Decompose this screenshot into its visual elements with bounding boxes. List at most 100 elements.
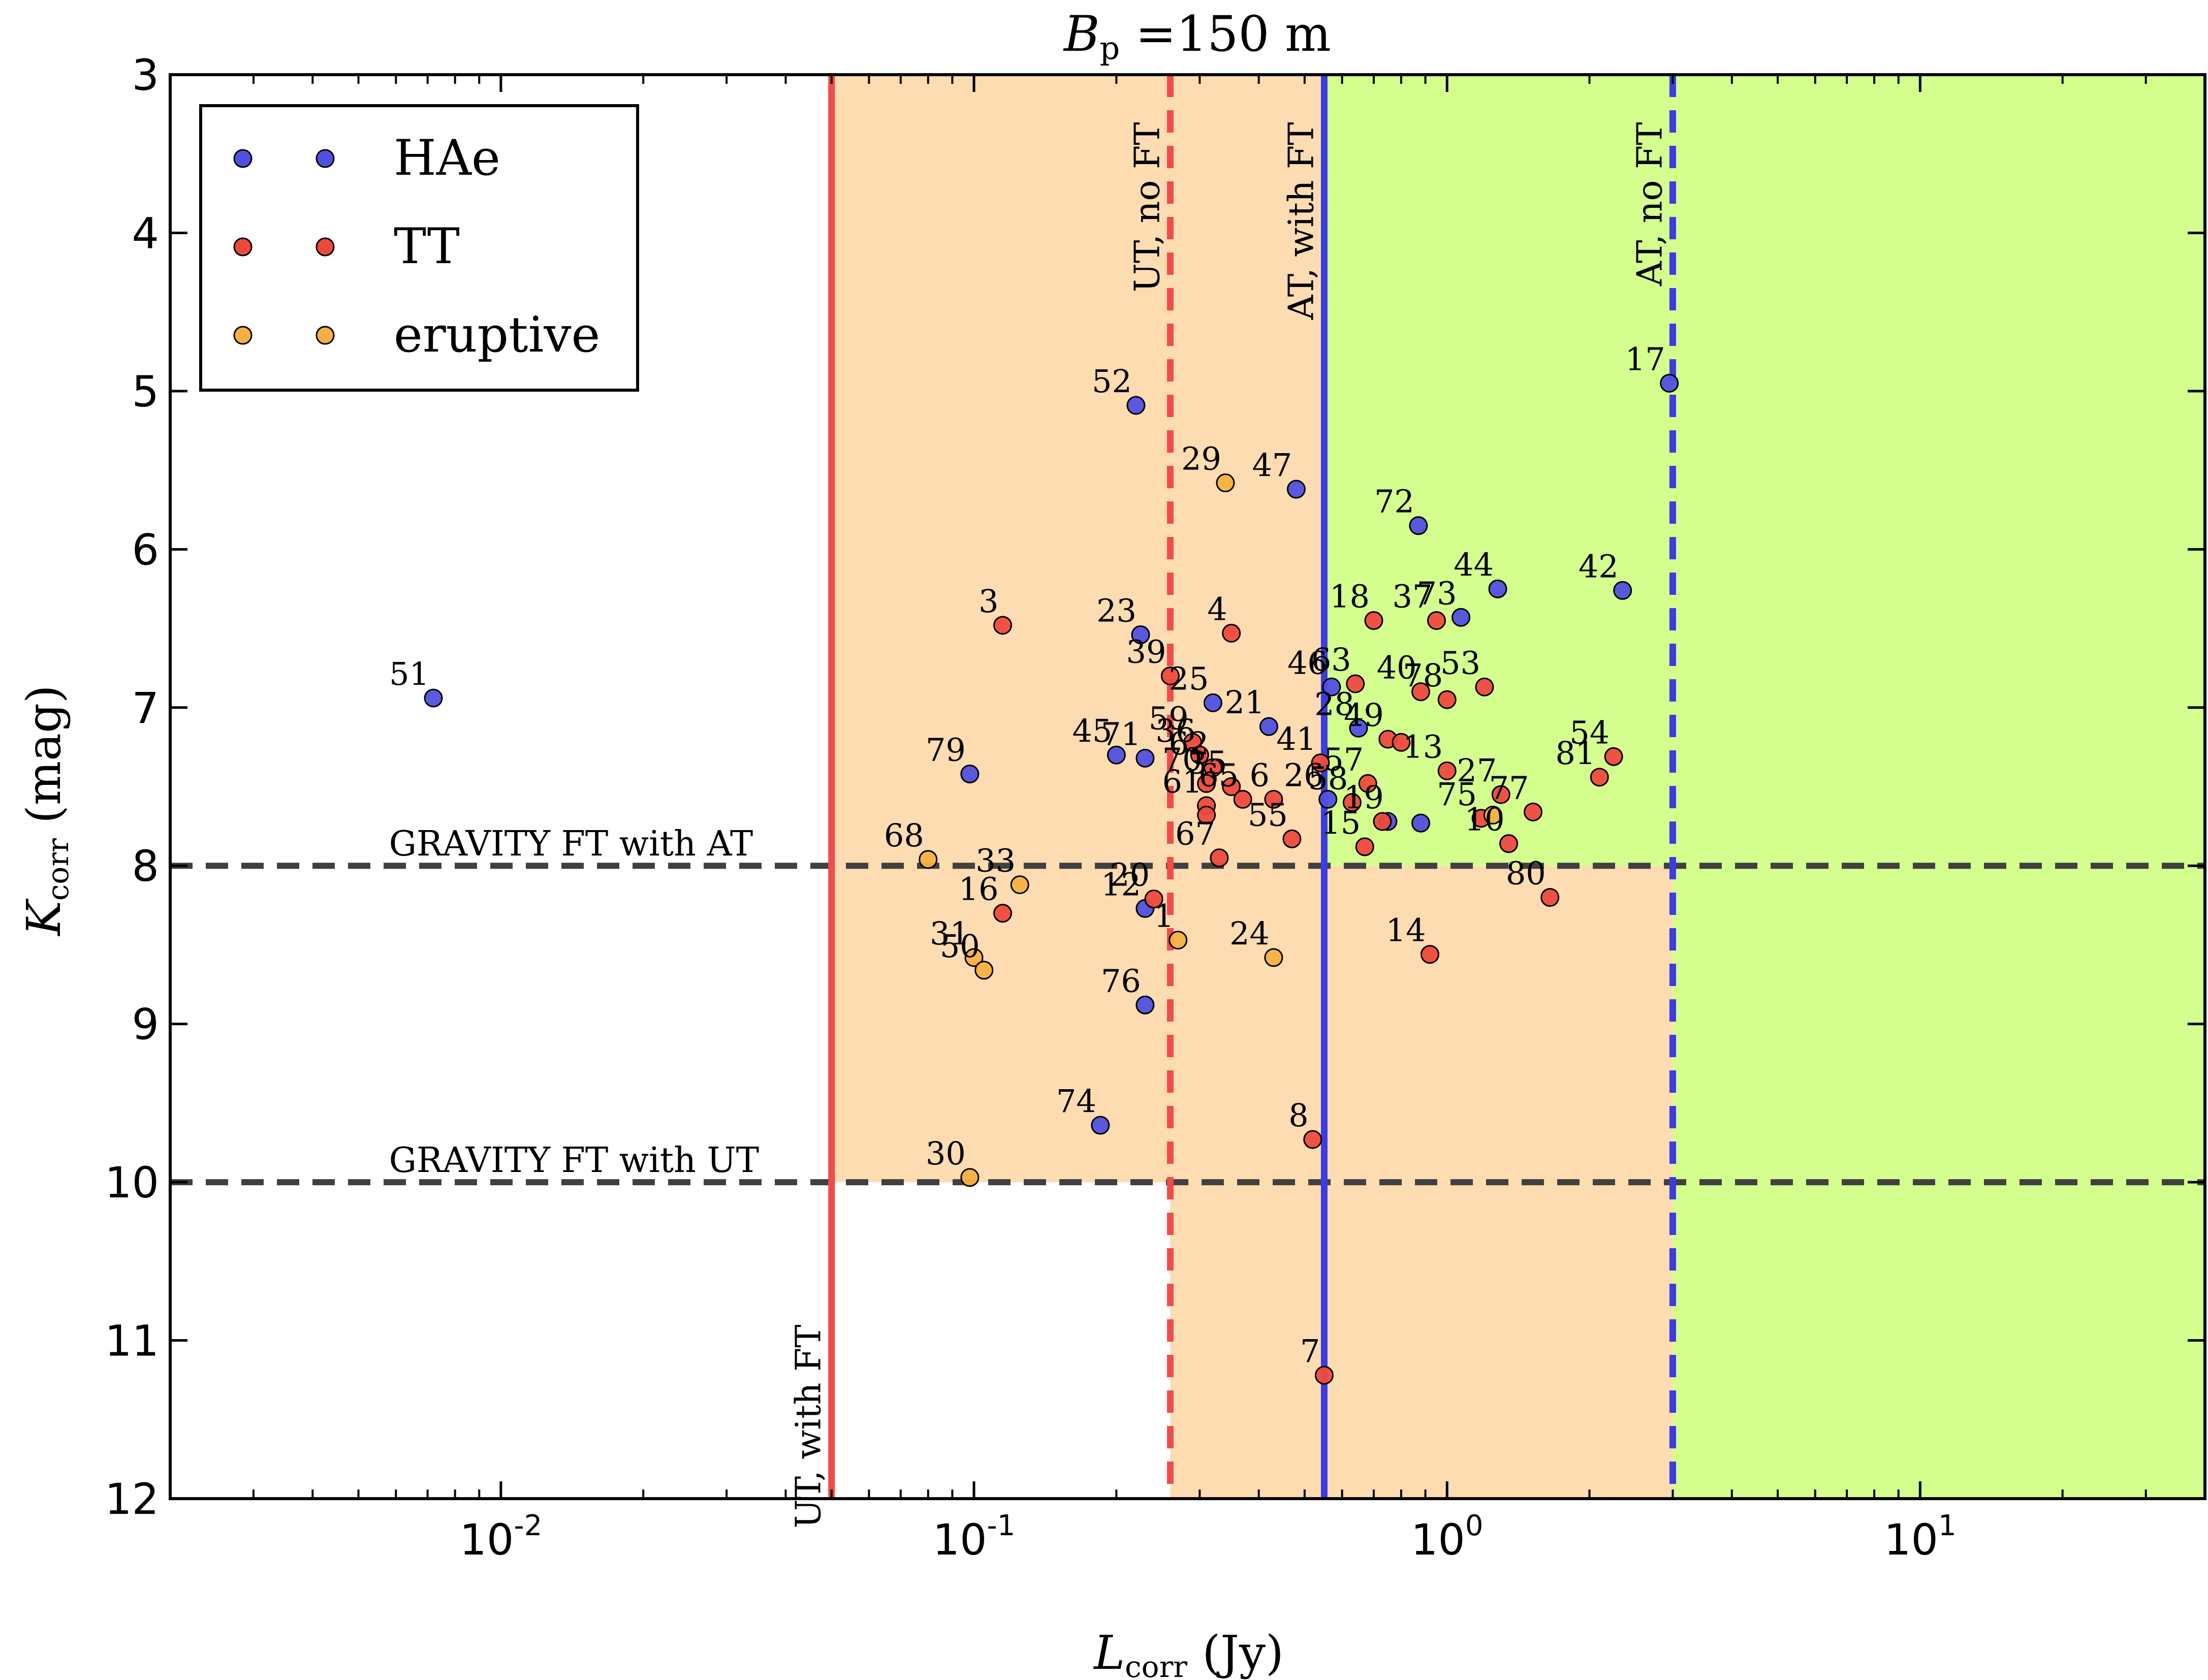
gravity-limit-lines bbox=[170, 863, 2205, 1186]
point-eruptive-33 bbox=[1010, 875, 1029, 895]
point-label-58: 58 bbox=[1308, 760, 1348, 797]
gravity-line-label-1: GRAVITY FT with AT bbox=[389, 824, 753, 864]
point-tt-67 bbox=[1210, 848, 1229, 868]
point-label-17: 17 bbox=[1625, 340, 1665, 377]
point-tt-55 bbox=[1282, 829, 1302, 848]
point-tt-20 bbox=[1144, 890, 1163, 909]
point-label-29: 29 bbox=[1181, 440, 1221, 478]
point-label-26: 26 bbox=[1284, 756, 1324, 794]
legend-marker-tt-2 bbox=[316, 237, 335, 257]
point-tt-53 bbox=[1475, 677, 1494, 696]
point-hae-44 bbox=[1488, 579, 1507, 598]
y-tick-label-5: 5 bbox=[132, 367, 159, 417]
legend-marker-eruptive bbox=[233, 326, 253, 345]
point-label-80: 80 bbox=[1506, 855, 1546, 892]
point-tt-80 bbox=[1540, 888, 1560, 907]
legend-marker-tt bbox=[233, 237, 253, 257]
point-label-20: 20 bbox=[1110, 857, 1150, 894]
point-eruptive-1 bbox=[1169, 931, 1188, 950]
point-tt-37 bbox=[1427, 611, 1446, 630]
point-eruptive-24 bbox=[1264, 948, 1283, 967]
point-label-18: 18 bbox=[1330, 578, 1370, 615]
point-label-1: 1 bbox=[1154, 898, 1174, 935]
point-label-81: 81 bbox=[1555, 735, 1595, 772]
point-hae-71 bbox=[1135, 748, 1155, 768]
point-label-52: 52 bbox=[1092, 363, 1132, 400]
y-axis-label-rest: (mag) bbox=[17, 685, 71, 838]
x-tick-label-3: 100 bbox=[1411, 1509, 1484, 1565]
point-label-4: 4 bbox=[1207, 590, 1227, 627]
point-label-24: 24 bbox=[1229, 915, 1270, 952]
vline-label-at-no-ft: AT, no FT bbox=[1630, 122, 1670, 287]
point-hae-23 bbox=[1131, 625, 1150, 645]
point-tt-15 bbox=[1355, 837, 1374, 857]
point-hae-73 bbox=[1452, 608, 1471, 627]
point-label-31: 31 bbox=[930, 915, 970, 952]
x-tick-label-4: 101 bbox=[1884, 1509, 1957, 1565]
point-tt-40 bbox=[1411, 682, 1431, 702]
point-hae-17 bbox=[1660, 373, 1679, 393]
y-tick-label-12: 12 bbox=[105, 1474, 159, 1524]
y-tick-label-8: 8 bbox=[132, 841, 159, 891]
point-tt-81 bbox=[1590, 768, 1609, 787]
point-label-76: 76 bbox=[1101, 962, 1141, 999]
point-hae-72 bbox=[1409, 516, 1428, 535]
data-points bbox=[424, 373, 1679, 1385]
point-label-61: 61 bbox=[1162, 763, 1203, 800]
chart-title-sub: p bbox=[1100, 29, 1120, 67]
point-label-35: 35 bbox=[1187, 744, 1227, 781]
point-eruptive-68 bbox=[919, 850, 938, 869]
point-label-49: 49 bbox=[1344, 696, 1384, 734]
point-label-37: 37 bbox=[1393, 578, 1433, 615]
point-tt-41 bbox=[1311, 753, 1330, 773]
point-hae-45 bbox=[1107, 745, 1126, 765]
point-label-16: 16 bbox=[959, 871, 999, 908]
point-label-36: 36 bbox=[1155, 712, 1195, 749]
region-at-right bbox=[1673, 866, 2205, 1499]
limit-line-labels: GRAVITY FT with AT GRAVITY FT with UT UT, … bbox=[389, 122, 1670, 1528]
point-label-42: 42 bbox=[1579, 548, 1619, 585]
chart-title-rest: =150 m bbox=[1120, 6, 1331, 62]
point-label-45: 45 bbox=[1072, 712, 1112, 749]
point-tt-63 bbox=[1346, 674, 1365, 693]
x-axis-label: Lcorr (Jy) bbox=[1093, 1626, 1284, 1680]
point-label-44: 44 bbox=[1454, 546, 1494, 583]
point-tt-27 bbox=[1491, 785, 1510, 804]
point-label-39: 39 bbox=[1126, 633, 1166, 670]
point-label-12: 12 bbox=[1101, 866, 1141, 903]
point-tt-78 bbox=[1437, 690, 1457, 709]
point-label-7: 7 bbox=[1300, 1333, 1320, 1370]
point-hae-26 bbox=[1318, 789, 1338, 809]
point-label-77: 77 bbox=[1489, 769, 1529, 806]
point-label-70: 70 bbox=[1162, 741, 1203, 778]
region-ut-only-upper bbox=[831, 75, 1324, 1183]
point-tt-4 bbox=[1222, 623, 1241, 643]
point-label-68: 68 bbox=[884, 817, 924, 854]
point-hae-51 bbox=[424, 688, 443, 708]
point-label-30: 30 bbox=[926, 1135, 966, 1172]
point-tt-13 bbox=[1437, 761, 1457, 780]
point-label-27: 27 bbox=[1457, 752, 1497, 789]
point-hae-79 bbox=[960, 765, 980, 784]
point-tt-16 bbox=[993, 904, 1013, 923]
point-hae-46 bbox=[1322, 677, 1341, 696]
point-hae-74 bbox=[1091, 1116, 1110, 1135]
point-label-40: 40 bbox=[1377, 649, 1417, 686]
point-label-14: 14 bbox=[1386, 912, 1426, 949]
coverage-regions bbox=[831, 75, 2205, 1499]
point-hae-28 bbox=[1349, 718, 1368, 738]
point-label-53: 53 bbox=[1440, 644, 1480, 681]
legend-label-hae: HAe bbox=[394, 130, 500, 186]
point-tt-57 bbox=[1358, 774, 1377, 793]
point-label-15: 15 bbox=[1320, 804, 1361, 841]
point-label-50: 50 bbox=[940, 928, 980, 965]
x-axis-label-rest: (Jy) bbox=[1187, 1626, 1284, 1680]
point-tt-unlabeled-9 bbox=[1197, 806, 1216, 825]
legend-marker-hae-2 bbox=[316, 149, 335, 168]
point-label-73: 73 bbox=[1417, 575, 1457, 612]
plot-frame bbox=[169, 73, 2206, 1500]
sensitivity-limit-lines bbox=[828, 75, 1676, 1499]
point-label-65: 65 bbox=[1198, 756, 1239, 794]
point-label-51: 51 bbox=[389, 655, 429, 692]
point-tt-10 bbox=[1499, 834, 1519, 853]
